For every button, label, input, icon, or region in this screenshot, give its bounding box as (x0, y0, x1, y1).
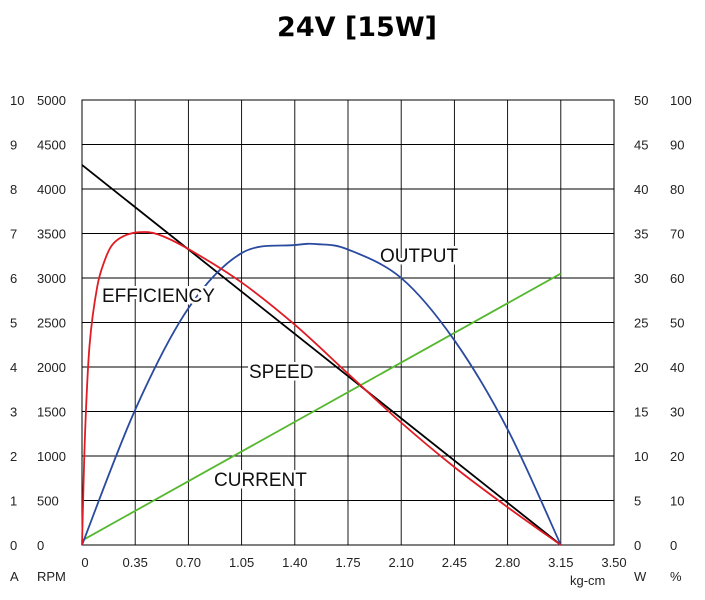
x-tick-label: 1.05 (229, 555, 254, 570)
current-tick-label: 0 (10, 538, 17, 553)
speed-tick-label: 4500 (37, 138, 66, 153)
speed-tick-label: 2000 (37, 360, 66, 375)
efficiency-tick-label: 0 (670, 538, 677, 553)
current-tick-label: 9 (10, 138, 17, 153)
speed-tick-label: 3000 (37, 271, 66, 286)
output-tick-label: 40 (634, 182, 648, 197)
current-tick-label: 6 (10, 271, 17, 286)
current-series-label: CURRENT (214, 470, 307, 491)
x-tick-label: 1.40 (282, 555, 307, 570)
speed-tick-label: 2500 (37, 316, 66, 331)
efficiency-tick-label: 90 (670, 138, 684, 153)
output-tick-label: 25 (634, 316, 648, 331)
x-tick-label: 2.10 (389, 555, 414, 570)
current-tick-label: 2 (10, 449, 17, 464)
output-tick-label: 5 (634, 494, 641, 509)
output-axis-unit: W (634, 569, 647, 584)
current-axis-unit: A (10, 569, 19, 584)
speed-tick-label: 3500 (37, 227, 66, 242)
current-curve (81, 272, 562, 542)
chart-curves (81, 164, 562, 546)
output-series-label: OUTPUT (380, 246, 459, 267)
efficiency-tick-label: 20 (670, 449, 684, 464)
efficiency-curve (81, 231, 562, 546)
speed-tick-label: 4000 (37, 182, 66, 197)
output-tick-label: 35 (634, 227, 648, 242)
output-tick-label: 0 (634, 538, 641, 553)
speed-tick-label: 1500 (37, 405, 66, 420)
current-tick-label: 5 (10, 316, 17, 331)
speed-tick-label: 1000 (37, 449, 66, 464)
efficiency-tick-label: 100 (670, 93, 692, 108)
x-tick-label: 0.70 (176, 555, 201, 570)
speed-series-label: SPEED (249, 362, 313, 383)
output-tick-label: 45 (634, 138, 648, 153)
x-tick-label: 1.75 (335, 555, 360, 570)
chart-grid (81, 99, 615, 546)
output-tick-label: 15 (634, 405, 648, 420)
speed-curve (81, 164, 562, 546)
chart-title: 24V [15W] (277, 12, 437, 43)
x-axis-label: kg-cm (570, 573, 605, 588)
current-tick-label: 8 (10, 182, 17, 197)
efficiency-tick-label: 50 (670, 316, 684, 331)
speed-axis-unit: RPM (37, 569, 66, 584)
current-tick-label: 3 (10, 405, 17, 420)
efficiency-tick-label: 80 (670, 182, 684, 197)
speed-tick-label: 0 (37, 538, 44, 553)
x-tick-label: 0 (81, 555, 88, 570)
current-tick-label: 7 (10, 227, 17, 242)
x-tick-label: 3.15 (548, 555, 573, 570)
output-curve (81, 242, 562, 546)
efficiency-axis-unit: % (670, 569, 682, 584)
current-tick-label: 10 (10, 93, 24, 108)
x-tick-label: 2.45 (442, 555, 467, 570)
efficiency-tick-label: 30 (670, 405, 684, 420)
output-tick-label: 10 (634, 449, 648, 464)
efficiency-series-label: EFFICIENCY (102, 286, 215, 307)
current-tick-label: 4 (10, 360, 17, 375)
speed-tick-label: 5000 (37, 93, 66, 108)
efficiency-tick-label: 70 (670, 227, 684, 242)
efficiency-tick-label: 10 (670, 494, 684, 509)
chart-labels: 0 0 0 01 500 5 102 1000 10 203 1500 15 304 2000 20 405 2… (10, 93, 692, 588)
x-tick-label: 0.35 (123, 555, 148, 570)
x-tick-label: 2.80 (495, 555, 520, 570)
efficiency-tick-label: 40 (670, 360, 684, 375)
speed-tick-label: 500 (37, 494, 59, 509)
output-tick-label: 50 (634, 93, 648, 108)
output-tick-label: 30 (634, 271, 648, 286)
current-tick-label: 1 (10, 494, 17, 509)
x-tick-label: 3.50 (601, 555, 626, 570)
output-tick-label: 20 (634, 360, 648, 375)
efficiency-tick-label: 60 (670, 271, 684, 286)
